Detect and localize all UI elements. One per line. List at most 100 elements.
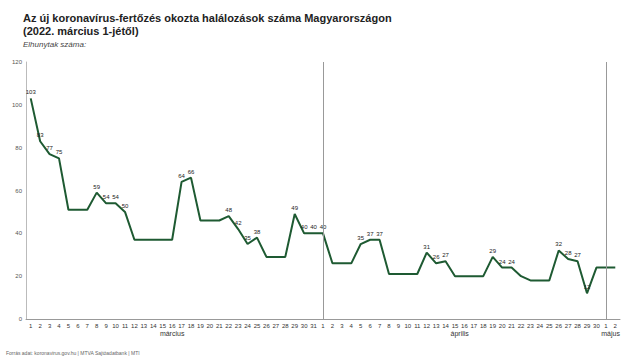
svg-text:24: 24 (508, 259, 515, 265)
svg-text:7: 7 (378, 323, 382, 329)
svg-text:42: 42 (235, 220, 242, 226)
svg-text:1: 1 (29, 323, 33, 329)
svg-text:28: 28 (574, 323, 581, 329)
svg-text:17: 17 (178, 323, 185, 329)
svg-text:27: 27 (273, 323, 280, 329)
svg-text:16: 16 (169, 323, 176, 329)
svg-text:40: 40 (310, 224, 317, 230)
svg-text:31: 31 (423, 244, 430, 250)
svg-text:16: 16 (461, 323, 468, 329)
svg-text:100: 100 (12, 102, 23, 108)
svg-text:10: 10 (112, 323, 119, 329)
svg-text:32: 32 (555, 241, 562, 247)
svg-text:35: 35 (357, 235, 364, 241)
svg-text:24: 24 (244, 323, 251, 329)
svg-text:13: 13 (141, 323, 148, 329)
svg-text:12: 12 (131, 323, 138, 329)
svg-text:10: 10 (405, 323, 412, 329)
svg-text:7: 7 (86, 323, 90, 329)
svg-text:30: 30 (301, 323, 308, 329)
svg-text:(2022. március 1-jétől): (2022. március 1-jétől) (23, 25, 139, 37)
svg-text:18: 18 (480, 323, 487, 329)
svg-text:26: 26 (555, 323, 562, 329)
svg-text:14: 14 (442, 323, 449, 329)
svg-text:május: május (601, 330, 620, 338)
svg-text:2: 2 (38, 323, 42, 329)
svg-text:20: 20 (499, 323, 506, 329)
svg-text:Az új koronavírus-fertőzés oko: Az új koronavírus-fertőzés okozta halálo… (23, 12, 392, 24)
svg-text:75: 75 (56, 149, 63, 155)
svg-text:103: 103 (26, 89, 37, 95)
svg-text:19: 19 (197, 323, 204, 329)
svg-text:2: 2 (614, 323, 618, 329)
svg-text:5: 5 (67, 323, 71, 329)
svg-text:13: 13 (433, 323, 440, 329)
svg-text:27: 27 (565, 323, 572, 329)
svg-text:49: 49 (291, 205, 298, 211)
svg-text:18: 18 (188, 323, 195, 329)
svg-text:április: április (451, 330, 470, 338)
svg-text:19: 19 (489, 323, 496, 329)
svg-text:25: 25 (254, 323, 261, 329)
svg-text:29: 29 (291, 323, 298, 329)
svg-text:23: 23 (527, 323, 534, 329)
svg-text:9: 9 (104, 323, 108, 329)
svg-text:28: 28 (565, 250, 572, 256)
svg-text:22: 22 (518, 323, 525, 329)
svg-text:0: 0 (19, 316, 23, 322)
svg-text:83: 83 (37, 132, 44, 138)
svg-text:8: 8 (387, 323, 391, 329)
svg-text:6: 6 (76, 323, 80, 329)
svg-text:3: 3 (48, 323, 52, 329)
svg-text:3: 3 (340, 323, 344, 329)
svg-text:28: 28 (282, 323, 289, 329)
svg-text:37: 37 (376, 231, 383, 237)
svg-text:80: 80 (15, 145, 22, 151)
svg-text:11: 11 (414, 323, 421, 329)
svg-text:20: 20 (15, 273, 22, 279)
svg-text:29: 29 (489, 248, 496, 254)
svg-text:25: 25 (546, 323, 553, 329)
svg-text:11: 11 (122, 323, 129, 329)
svg-text:21: 21 (508, 323, 515, 329)
svg-text:24: 24 (537, 323, 544, 329)
svg-text:1: 1 (604, 323, 608, 329)
svg-text:17: 17 (471, 323, 478, 329)
svg-text:27: 27 (442, 252, 449, 258)
svg-text:48: 48 (225, 207, 232, 213)
svg-text:54: 54 (103, 194, 110, 200)
svg-text:15: 15 (452, 323, 459, 329)
svg-text:Forrás adat: koronavirus.gov.h: Forrás adat: koronavirus.gov.hu | MTVA S… (6, 350, 140, 356)
svg-text:77: 77 (46, 145, 53, 151)
svg-text:21: 21 (216, 323, 223, 329)
svg-text:29: 29 (584, 323, 591, 329)
svg-text:59: 59 (93, 184, 100, 190)
svg-text:4: 4 (57, 323, 61, 329)
svg-text:15: 15 (159, 323, 166, 329)
svg-text:március: március (160, 330, 185, 337)
svg-text:9: 9 (397, 323, 401, 329)
svg-text:8: 8 (95, 323, 99, 329)
svg-text:4: 4 (350, 323, 354, 329)
svg-text:12: 12 (584, 284, 591, 290)
svg-text:6: 6 (368, 323, 372, 329)
svg-text:23: 23 (235, 323, 242, 329)
svg-text:2: 2 (331, 323, 335, 329)
svg-text:64: 64 (178, 173, 185, 179)
svg-text:40: 40 (15, 230, 22, 236)
svg-text:66: 66 (188, 169, 195, 175)
svg-text:40: 40 (301, 224, 308, 230)
svg-text:35: 35 (244, 235, 251, 241)
svg-text:37: 37 (367, 231, 374, 237)
svg-text:12: 12 (423, 323, 430, 329)
svg-text:20: 20 (207, 323, 214, 329)
svg-text:27: 27 (574, 252, 581, 258)
svg-text:50: 50 (122, 203, 129, 209)
svg-text:Elhunytak száma:: Elhunytak száma: (23, 40, 86, 49)
svg-text:54: 54 (112, 194, 119, 200)
svg-text:60: 60 (15, 188, 22, 194)
svg-text:38: 38 (254, 229, 261, 235)
svg-text:22: 22 (225, 323, 232, 329)
svg-text:26: 26 (263, 323, 270, 329)
svg-text:120: 120 (12, 59, 23, 65)
